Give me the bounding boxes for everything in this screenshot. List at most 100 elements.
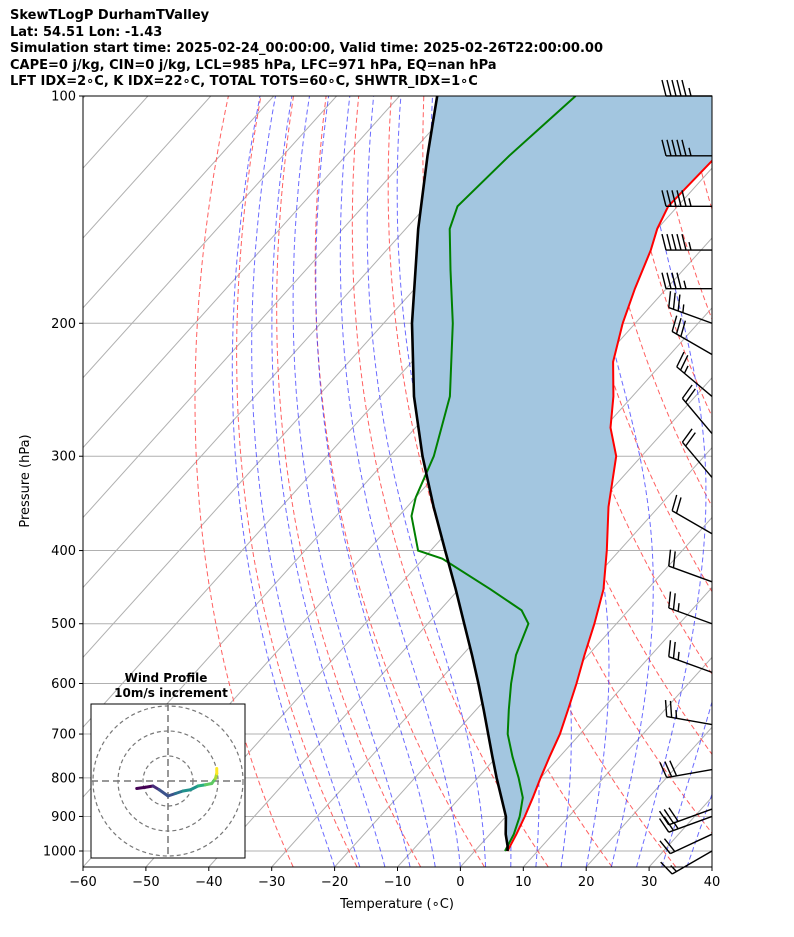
moist-adiabat xyxy=(661,700,712,867)
wind-barb xyxy=(661,79,712,97)
barb-full xyxy=(672,593,676,610)
isotherm-line xyxy=(83,96,463,519)
barb-full xyxy=(676,233,682,251)
barb-staff xyxy=(666,768,713,779)
x-tick-label: −50 xyxy=(132,875,159,890)
barb-full xyxy=(659,840,671,855)
wind-barb xyxy=(658,807,713,826)
dry-adiabat xyxy=(276,96,422,867)
barb-staff xyxy=(668,306,713,324)
barb-full xyxy=(668,640,672,657)
moist-adiabat xyxy=(251,96,361,867)
barb-full xyxy=(660,861,673,875)
x-tick-label: −10 xyxy=(384,875,411,890)
moist-adiabat xyxy=(568,96,654,867)
barb-full xyxy=(661,272,667,289)
x-axis-label: Temperature (∘C) xyxy=(339,897,454,912)
barb-full xyxy=(666,139,672,156)
moist-adiabat xyxy=(636,96,707,867)
barb-staff xyxy=(681,397,713,435)
index-line: LFT IDX=2∘C, K IDX=22∘C, TOTAL TOTS=60∘C… xyxy=(10,74,478,89)
moist-adiabat xyxy=(339,96,461,867)
barb-full xyxy=(658,810,670,826)
dry-adiabat xyxy=(750,96,794,867)
barb-staff xyxy=(668,655,713,674)
barb-half xyxy=(683,280,687,289)
isotherm-line xyxy=(83,96,526,589)
wind-barb xyxy=(671,315,713,356)
moist-adiabat xyxy=(231,96,336,867)
barb-full xyxy=(661,139,667,156)
barb-full xyxy=(666,190,672,207)
barb-full xyxy=(676,79,682,97)
hodograph-inset: Wind Profile 10m/s increment xyxy=(90,671,246,859)
barb-full xyxy=(681,190,687,207)
barb-full xyxy=(671,79,677,97)
isotherm-line xyxy=(775,96,794,867)
y-tick-label: 300 xyxy=(51,450,76,465)
barb-half xyxy=(677,603,680,612)
isotherm-line xyxy=(83,96,275,309)
profile-lines xyxy=(410,96,712,852)
barb-full xyxy=(659,762,668,778)
barb-full xyxy=(672,292,676,310)
x-tick-label: −30 xyxy=(258,875,285,890)
wind-barb xyxy=(664,700,713,726)
barb-full xyxy=(685,388,696,403)
wind-barb xyxy=(671,494,713,535)
y-tick-label: 100 xyxy=(51,90,76,105)
x-tick-label: −20 xyxy=(321,875,348,890)
x-tick-label: 40 xyxy=(704,875,721,890)
y-tick-label: 500 xyxy=(51,617,76,632)
barb-half xyxy=(675,710,678,719)
barb-full xyxy=(681,384,693,399)
wind-barb xyxy=(661,233,712,251)
barb-full xyxy=(672,551,676,568)
y-tick-label: 200 xyxy=(51,317,76,332)
isotherm-line xyxy=(334,446,712,867)
barb-full xyxy=(658,818,670,833)
y-tick-label: 400 xyxy=(51,544,76,559)
isotherm-line xyxy=(83,96,86,99)
barb-full xyxy=(661,79,667,97)
dry-adiabat xyxy=(455,96,712,834)
barb-full xyxy=(675,317,682,335)
x-tick-label: 10 xyxy=(515,875,532,890)
hodograph-segment xyxy=(157,788,170,798)
y-tick-label: 700 xyxy=(51,728,76,743)
x-tick-label: −40 xyxy=(195,875,222,890)
hodograph-subtitle: 10m/s increment xyxy=(114,686,228,700)
barb-full xyxy=(668,549,672,567)
hodograph-plot xyxy=(91,704,245,858)
moist-adiabat xyxy=(271,96,386,867)
chart-title: SkewTLogP DurhamTValley xyxy=(10,8,210,23)
isotherm-line xyxy=(585,726,712,867)
barb-full xyxy=(672,641,676,659)
barb-full xyxy=(671,315,678,332)
barb-full xyxy=(671,233,677,251)
barb-half xyxy=(683,365,689,374)
barb-full xyxy=(671,139,677,156)
wind-barb xyxy=(681,384,713,435)
isotherm-line xyxy=(711,866,712,867)
wind-barb xyxy=(661,190,712,208)
barb-full xyxy=(669,700,673,718)
isotherm-line xyxy=(83,96,212,239)
barb-full xyxy=(675,497,682,514)
x-tick-label: 20 xyxy=(578,875,595,890)
parcel-temperature-area xyxy=(412,96,712,851)
isotherm-line xyxy=(460,586,712,867)
barb-staff xyxy=(668,808,713,826)
barb-full xyxy=(666,233,672,251)
barb-staff xyxy=(668,565,713,583)
barb-half xyxy=(688,147,692,156)
barb-full xyxy=(666,79,672,97)
barb-staff xyxy=(670,833,713,855)
barb-full xyxy=(681,233,687,251)
barb-staff xyxy=(681,441,713,478)
hodograph-title: Wind Profile xyxy=(125,671,208,685)
wind-barb xyxy=(676,351,713,397)
isotherm-line xyxy=(83,96,337,379)
barb-full xyxy=(681,428,693,443)
